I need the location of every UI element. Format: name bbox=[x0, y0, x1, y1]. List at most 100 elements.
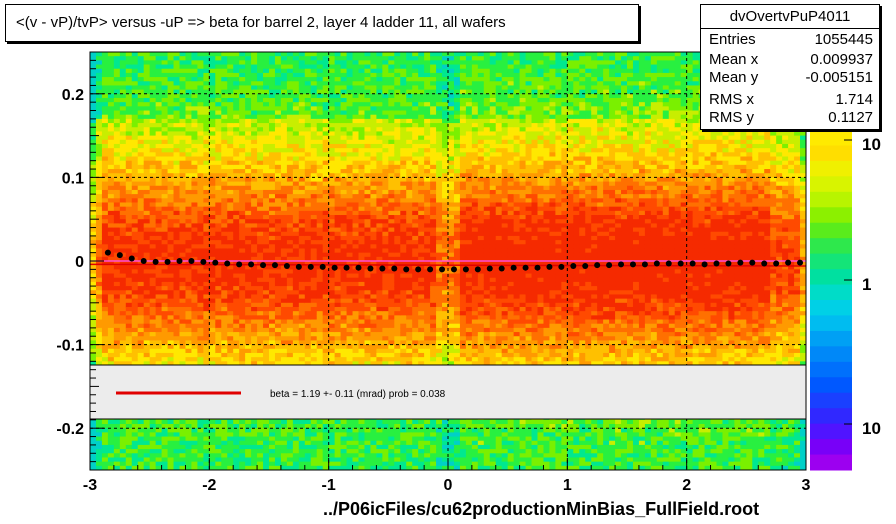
heatmap-cell bbox=[239, 185, 246, 191]
heatmap-cell bbox=[125, 240, 133, 245]
heatmap-cell bbox=[340, 215, 348, 220]
heatmap-cell bbox=[203, 198, 210, 204]
heatmap-cell bbox=[328, 432, 336, 438]
heatmap-cell bbox=[376, 123, 383, 128]
heatmap-cell bbox=[376, 327, 383, 333]
heatmap-cell bbox=[233, 123, 240, 128]
heatmap-cell bbox=[370, 56, 377, 61]
heatmap-cell bbox=[251, 461, 258, 467]
heatmap-cell bbox=[95, 302, 103, 308]
heatmap-cell bbox=[149, 177, 157, 183]
heatmap-cell bbox=[143, 277, 151, 283]
heatmap-cell bbox=[382, 210, 389, 216]
heatmap-cell bbox=[101, 306, 109, 312]
heatmap-cell bbox=[137, 319, 145, 325]
heatmap-cell bbox=[263, 332, 270, 337]
heatmap-cell bbox=[346, 240, 354, 245]
heatmap-cell bbox=[149, 336, 157, 342]
heatmap-cell bbox=[137, 465, 145, 470]
heatmap-cell bbox=[292, 332, 300, 337]
heatmap-cell bbox=[137, 139, 145, 145]
heatmap-cell bbox=[113, 139, 121, 145]
heatmap-cell bbox=[131, 189, 139, 195]
heatmap-cell bbox=[119, 428, 127, 433]
heatmap-cell bbox=[322, 160, 330, 166]
heatmap-cell bbox=[119, 273, 127, 279]
heatmap-cell bbox=[167, 156, 175, 162]
heatmap-cell bbox=[191, 198, 198, 204]
heatmap-cell bbox=[269, 215, 276, 220]
heatmap-cell bbox=[233, 127, 240, 133]
heatmap-cell bbox=[251, 327, 258, 333]
heatmap-cell bbox=[304, 244, 312, 250]
heatmap-cell bbox=[269, 152, 276, 158]
heatmap-cell bbox=[197, 432, 204, 438]
heatmap-cell bbox=[274, 344, 282, 350]
heatmap-cell bbox=[304, 327, 312, 333]
heatmap-cell bbox=[274, 93, 282, 99]
heatmap-cell bbox=[221, 286, 228, 291]
heatmap-cell bbox=[215, 277, 222, 283]
heatmap-cell bbox=[233, 160, 240, 166]
heatmap-cell bbox=[155, 148, 163, 153]
heatmap-cell bbox=[352, 56, 360, 61]
heatmap-cell bbox=[101, 148, 109, 153]
heatmap-cell bbox=[310, 160, 318, 166]
heatmap-cell bbox=[298, 277, 306, 283]
heatmap-cell bbox=[113, 449, 121, 454]
heatmap-cell bbox=[197, 60, 204, 66]
heatmap-cell bbox=[179, 227, 187, 233]
heatmap-cell bbox=[298, 465, 306, 470]
heatmap-cell bbox=[239, 231, 246, 237]
heatmap-cell bbox=[221, 235, 228, 241]
heatmap-cell bbox=[203, 143, 210, 149]
heatmap-cell bbox=[137, 223, 145, 229]
heatmap-cell bbox=[322, 348, 330, 354]
heatmap-cell bbox=[215, 265, 222, 270]
heatmap-cell bbox=[322, 465, 330, 470]
heatmap-cell bbox=[95, 93, 103, 99]
heatmap-cell bbox=[161, 231, 169, 237]
heatmap-cell bbox=[370, 202, 377, 208]
heatmap-cell bbox=[119, 202, 127, 208]
heatmap-cell bbox=[269, 319, 276, 325]
heatmap-cell bbox=[191, 348, 198, 354]
heatmap-cell bbox=[352, 156, 360, 162]
heatmap-cell bbox=[173, 185, 181, 191]
heatmap-cell bbox=[125, 361, 133, 367]
heatmap-cell bbox=[197, 277, 204, 283]
heatmap-cell bbox=[328, 290, 336, 296]
heatmap-cell bbox=[221, 265, 228, 270]
heatmap-cell bbox=[161, 436, 169, 442]
heatmap-cell bbox=[227, 60, 234, 66]
heatmap-cell bbox=[185, 185, 193, 191]
heatmap-cell bbox=[322, 72, 330, 78]
heatmap-cell bbox=[137, 336, 145, 342]
heatmap-cell bbox=[90, 60, 97, 66]
heatmap-cell bbox=[209, 315, 216, 321]
heatmap-cell bbox=[340, 256, 348, 262]
heatmap-cell bbox=[298, 68, 306, 74]
heatmap-cell bbox=[280, 89, 288, 95]
heatmap-cell bbox=[191, 332, 198, 337]
heatmap-cell bbox=[316, 135, 324, 141]
heatmap-cell bbox=[215, 323, 222, 329]
heatmap-cell bbox=[328, 114, 336, 120]
heatmap-cell bbox=[280, 265, 288, 270]
heatmap-cell bbox=[239, 106, 246, 112]
heatmap-cell bbox=[334, 290, 342, 296]
heatmap-cell bbox=[143, 164, 151, 170]
heatmap-cell bbox=[221, 68, 228, 74]
heatmap-cell bbox=[143, 361, 151, 367]
heatmap-cell bbox=[167, 281, 175, 287]
heatmap-cell bbox=[90, 223, 97, 229]
heatmap-cell bbox=[197, 315, 204, 321]
heatmap-cell bbox=[125, 306, 133, 312]
heatmap-cell bbox=[233, 357, 240, 362]
heatmap-cell bbox=[197, 77, 204, 82]
heatmap-cell bbox=[376, 164, 383, 170]
heatmap-cell bbox=[131, 77, 139, 82]
heatmap-cell bbox=[203, 52, 210, 57]
heatmap-cell bbox=[257, 294, 264, 300]
heatmap-cell bbox=[316, 428, 324, 433]
